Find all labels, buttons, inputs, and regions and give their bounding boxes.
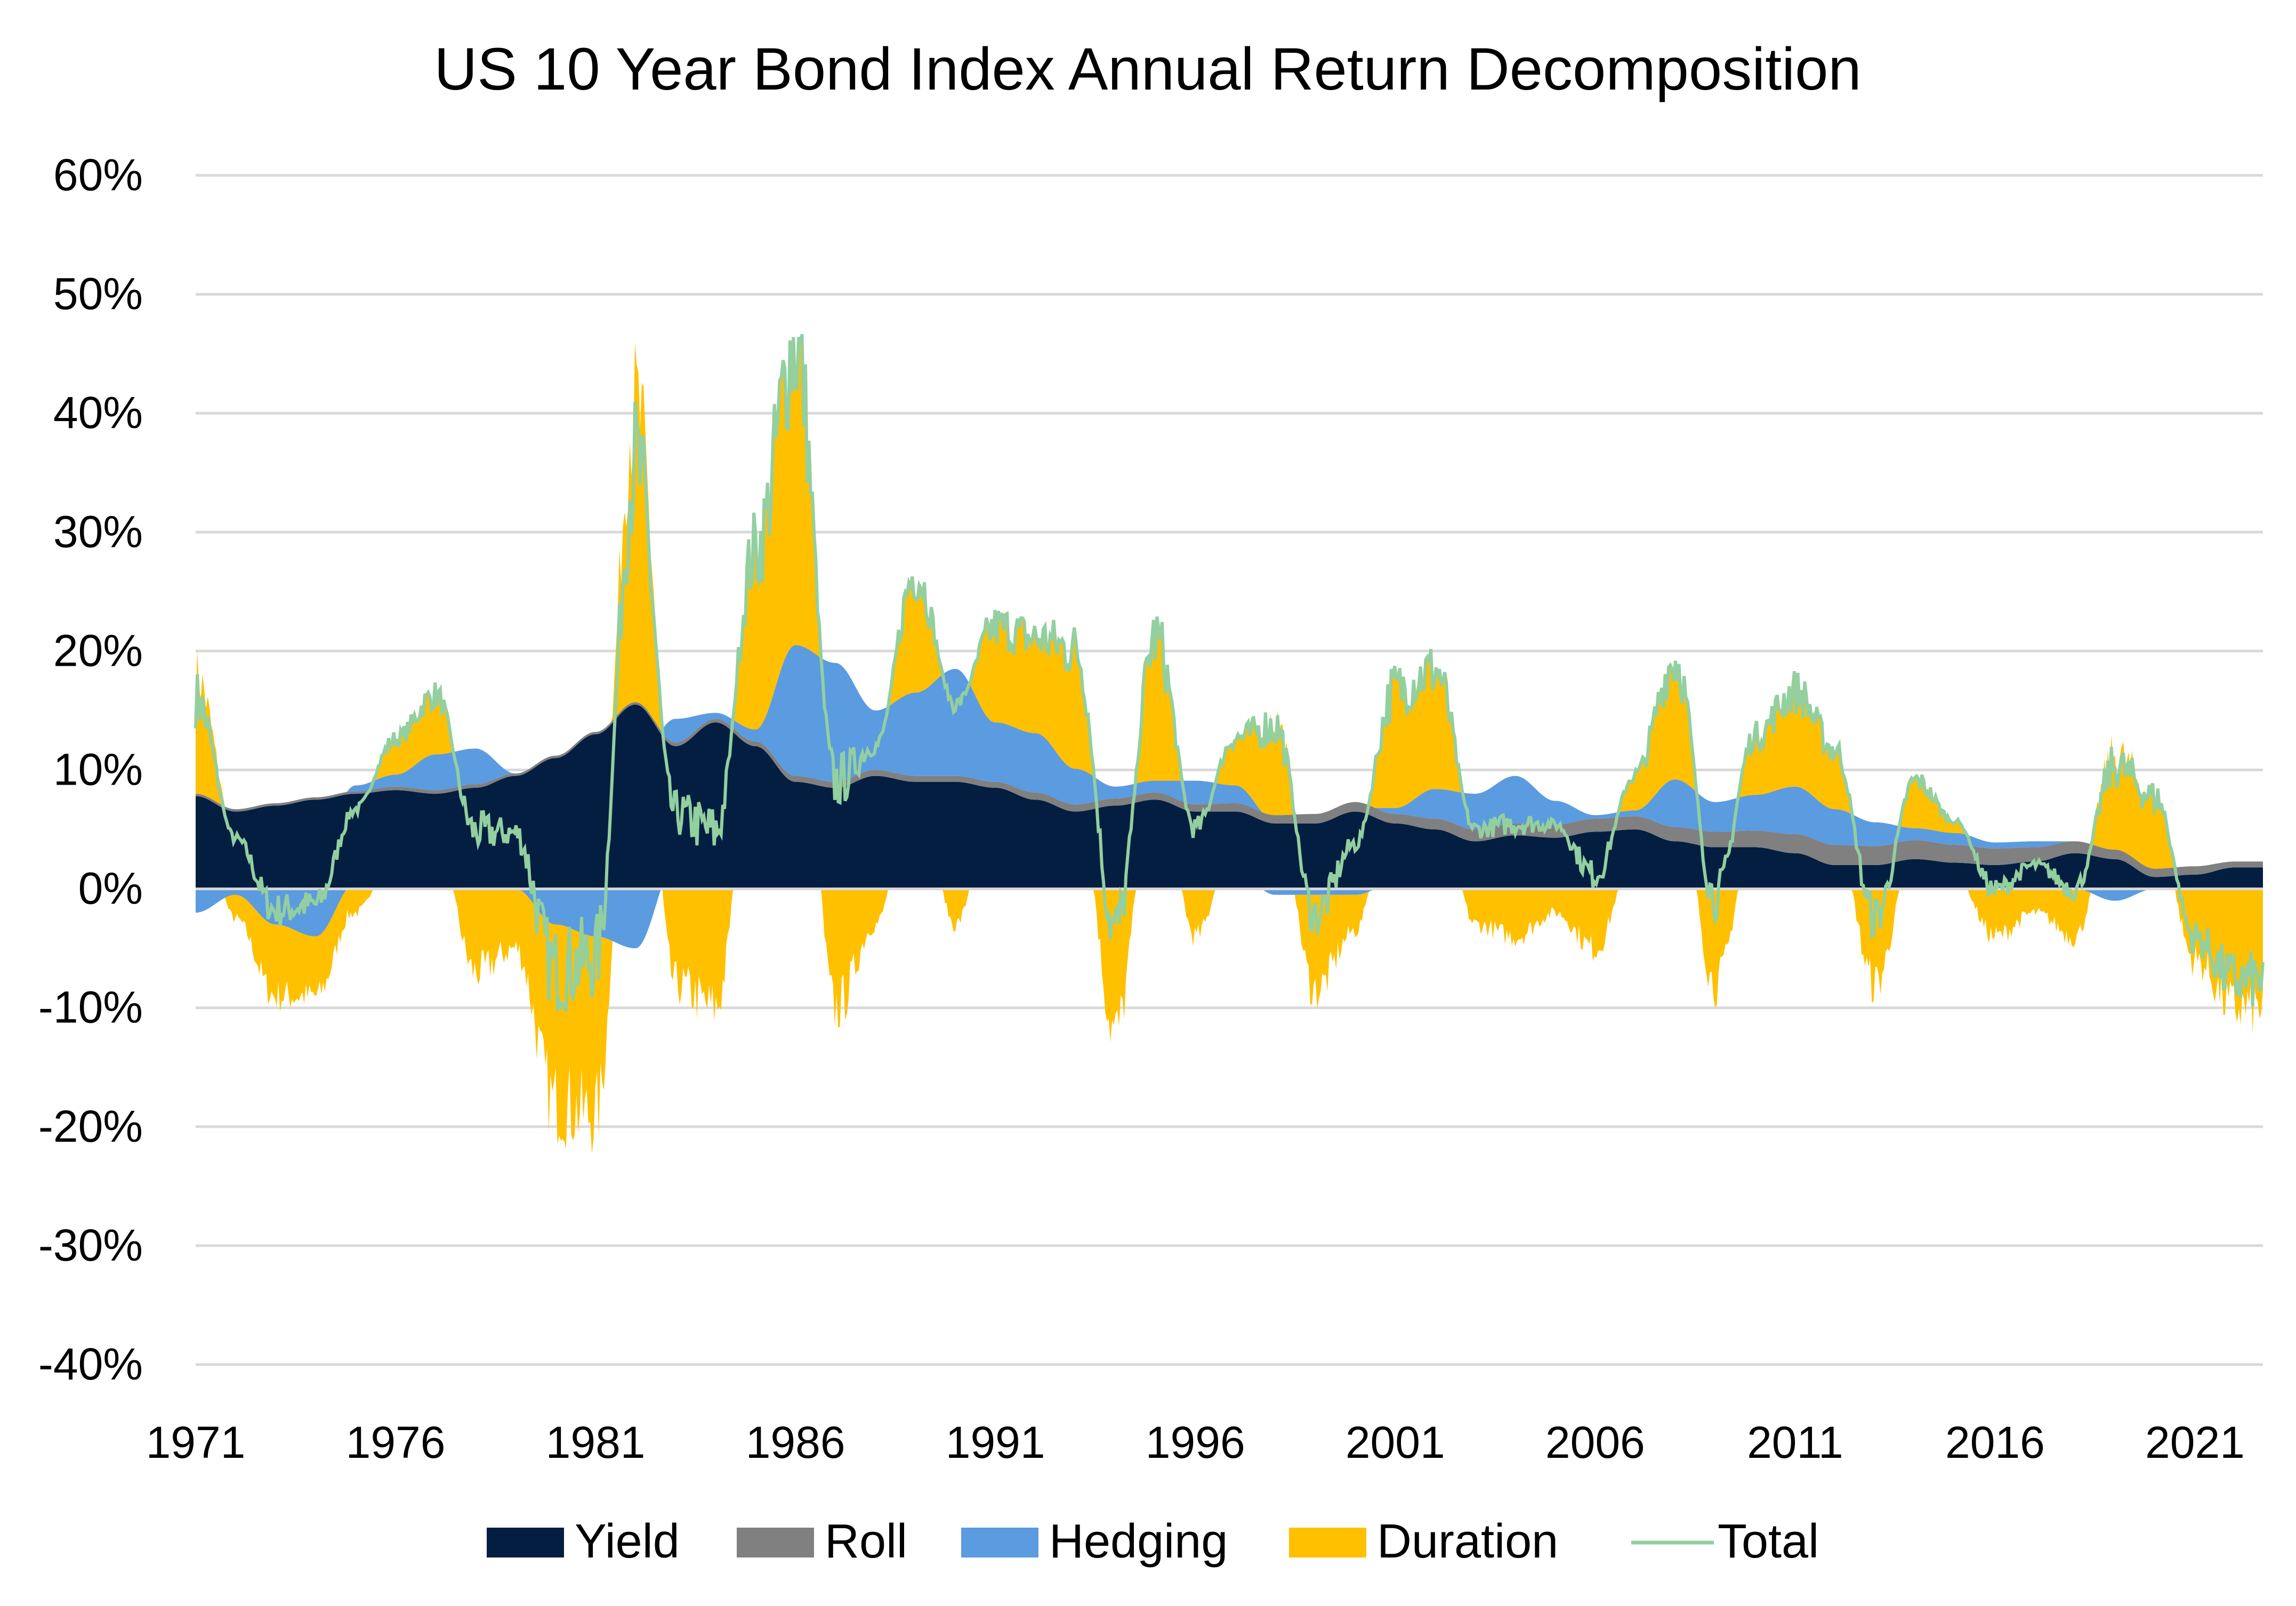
x-tick-label: 1996 (1146, 1417, 1245, 1467)
legend-item-duration: Duration (1289, 1515, 1558, 1568)
legend-label: Roll (825, 1515, 907, 1568)
x-tick-label: 1976 (346, 1417, 446, 1467)
duration-area-positive (196, 334, 2263, 869)
plot-areas (194, 334, 2265, 1154)
legend-label: Hedging (1049, 1515, 1228, 1568)
chart-title: US 10 Year Bond Index Annual Return Deco… (434, 36, 1861, 102)
legend-label: Yield (575, 1515, 680, 1568)
legend-swatch-roll (737, 1528, 814, 1557)
x-tick-label: 2006 (1545, 1417, 1645, 1467)
legend-item-hedging: Hedging (961, 1515, 1228, 1568)
legend-label: Total (1718, 1515, 1819, 1568)
x-tick-label: 2021 (2145, 1417, 2245, 1467)
x-tick-label: 2011 (1747, 1417, 1843, 1467)
y-tick-label: 10% (53, 745, 143, 795)
x-tick-label: 2001 (1346, 1417, 1445, 1467)
y-tick-label: 30% (53, 506, 143, 556)
y-tick-label: 50% (53, 269, 143, 319)
y-tick-label: -10% (38, 982, 143, 1032)
y-tick-label: 0% (78, 863, 143, 914)
legend-item-yield: Yield (487, 1515, 680, 1568)
duration-area-negative (196, 889, 2263, 1154)
legend-item-total: Total (1631, 1515, 1819, 1568)
x-tick-label: 1981 (546, 1417, 646, 1467)
x-axis-labels: 1971 1976 1981 1986 1991 1996 2001 2006 2011 2016… (146, 1417, 2245, 1467)
legend-label: Duration (1377, 1515, 1558, 1568)
y-tick-label: -20% (38, 1101, 143, 1151)
y-tick-label: 20% (53, 625, 143, 675)
y-tick-label: -40% (38, 1339, 143, 1389)
legend: Yield Roll Hedging Duration Total (487, 1515, 1819, 1568)
total-line (194, 334, 2265, 1012)
roll-area (196, 702, 2263, 877)
y-tick-label: 40% (53, 388, 143, 438)
x-tick-label: 2016 (1945, 1417, 2045, 1467)
hedging-area-positive (196, 645, 2263, 869)
hedging-area-negative (196, 889, 2263, 949)
y-tick-label: -30% (38, 1220, 143, 1270)
legend-item-roll: Roll (737, 1515, 907, 1568)
x-tick-label: 1971 (146, 1417, 246, 1467)
legend-swatch-hedging (961, 1528, 1038, 1557)
y-axis-labels: 60% 50% 40% 30% 20% 10% 0% -10% -20% -30% -40% (38, 150, 143, 1389)
legend-swatch-yield (487, 1528, 564, 1557)
x-tick-label: 1991 (946, 1417, 1045, 1467)
legend-swatch-duration (1289, 1528, 1366, 1557)
y-tick-label: 60% (53, 150, 143, 200)
x-tick-label: 1986 (746, 1417, 845, 1467)
